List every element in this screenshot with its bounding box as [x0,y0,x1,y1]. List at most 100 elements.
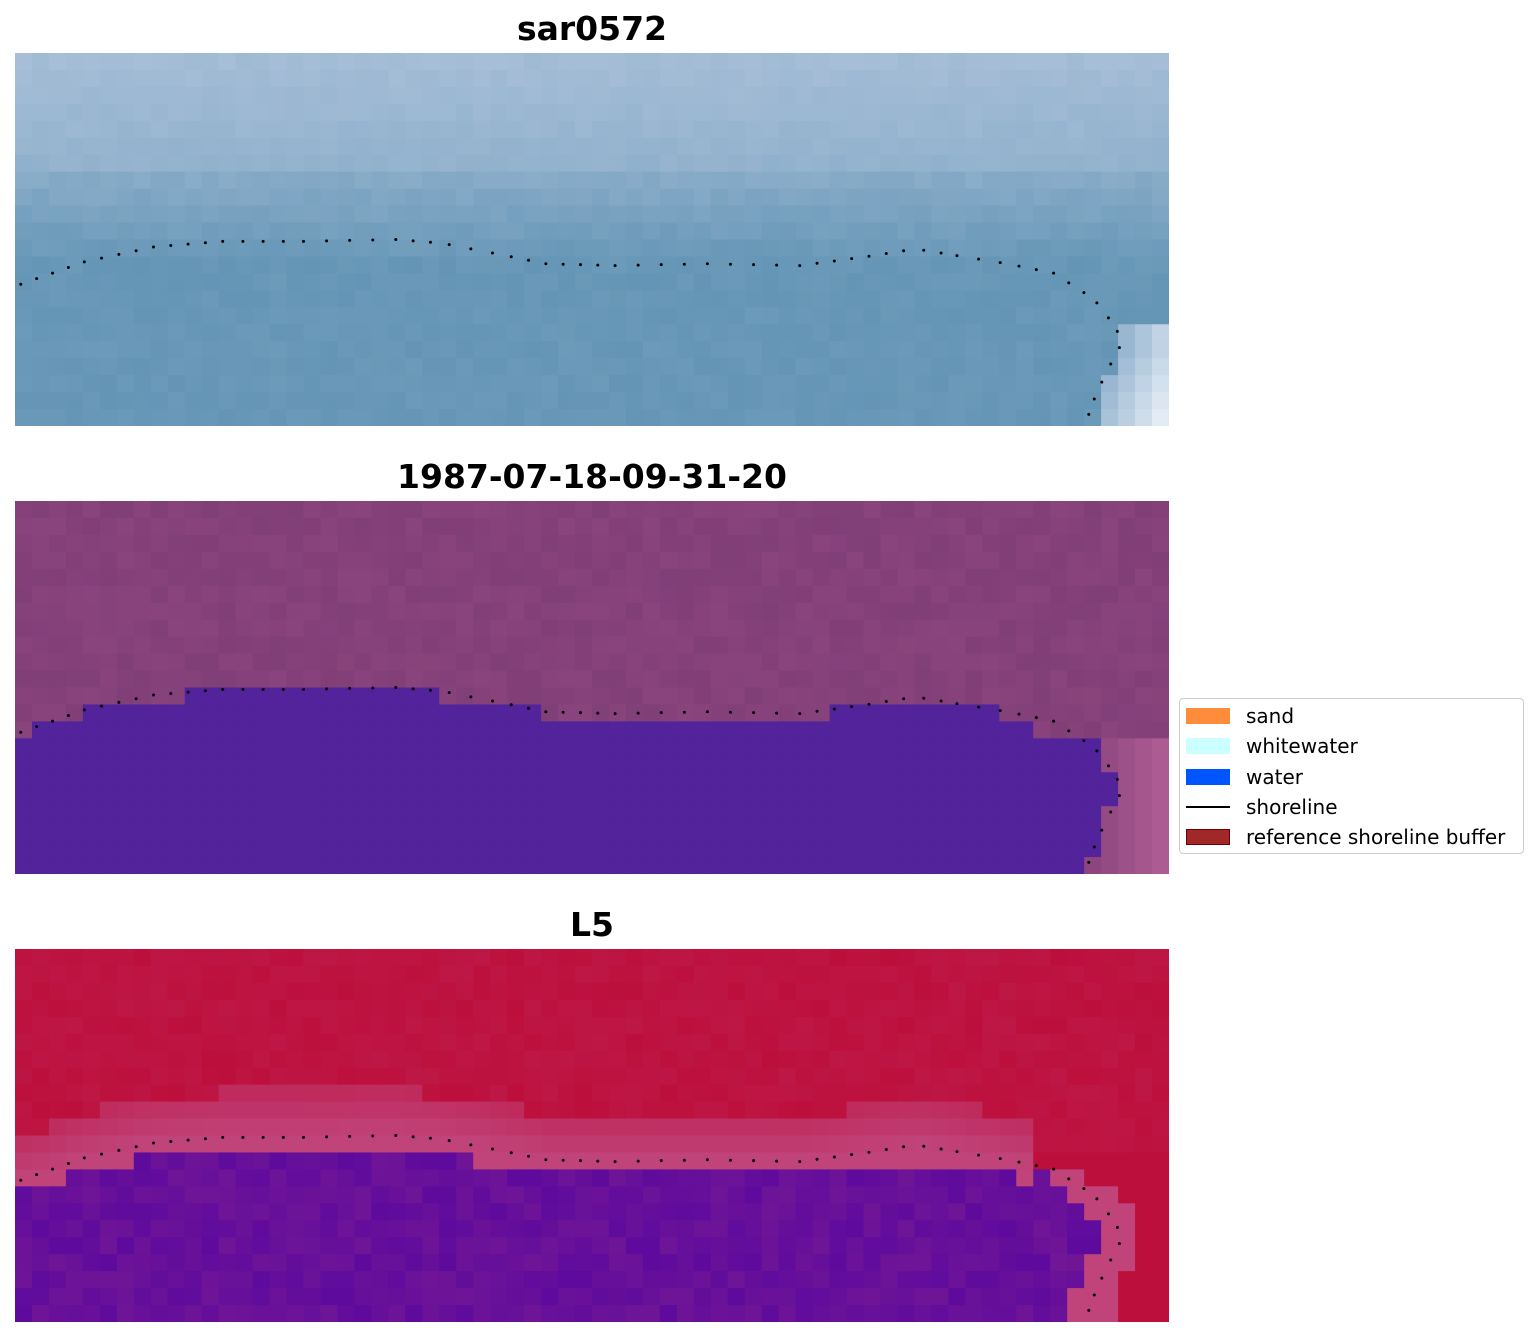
pixel-cell [1084,273,1102,291]
pixel-cell [812,307,831,325]
pixel-cell [1118,103,1136,122]
pixel-cell [456,517,474,536]
pixel-cell [1152,222,1169,241]
pixel-cell [354,823,372,841]
pixel-cell [116,687,135,706]
shoreline-point [447,691,451,695]
pixel-cell [337,789,356,807]
pixel-cell [541,517,559,536]
pixel-cell [48,1101,67,1120]
pixel-cell [1152,857,1169,874]
pixel-cell [184,687,203,706]
pixel-cell [490,137,508,156]
pixel-cell [133,341,152,359]
pixel-cell [320,324,339,342]
pixel-cell [1118,1050,1136,1069]
pixel-cell [1050,670,1068,689]
pixel-cell [303,341,322,359]
pixel-cell [65,375,84,393]
pixel-cell [388,738,406,756]
pixel-cell [15,1305,33,1322]
pixel-cell [625,501,644,519]
pixel-cell [354,188,372,207]
pixel-cell [846,687,865,706]
shoreline-point [815,709,819,713]
pixel-cell [439,324,457,342]
pixel-cell [625,1033,644,1052]
pixel-cell [507,840,525,858]
pixel-cell [252,653,271,672]
pixel-cell [592,823,610,841]
pixel-cell [337,619,356,638]
pixel-cell [15,69,33,88]
shoreline-point [1115,329,1119,333]
pixel-cell [625,789,644,807]
pixel-cell [65,755,84,773]
pixel-cell [693,1118,712,1137]
pixel-cell [812,653,831,672]
pixel-cell [320,1016,339,1035]
pixel-cell [1084,534,1102,553]
pixel-cell [218,1016,237,1035]
pixel-cell [507,653,525,672]
pixel-cell [337,1203,356,1221]
pixel-cell [303,965,322,984]
pixel-cell [829,1033,848,1052]
pixel-cell [354,69,372,88]
pixel-cell [1101,222,1119,241]
pixel-cell [235,409,254,426]
pixel-cell [931,103,949,122]
pixel-cell [320,1186,339,1204]
pixel-cell [388,1118,406,1137]
pixel-cell [761,392,780,410]
pixel-cell [65,965,84,984]
pixel-cell [133,171,152,190]
pixel-cell [744,1220,763,1238]
shoreline-point [939,251,943,255]
pixel-cell [439,568,457,587]
pixel-cell [880,375,899,393]
pixel-cell [710,120,729,139]
pixel-cell [422,1067,440,1086]
pixel-cell [371,551,389,570]
pixel-cell [354,704,372,723]
pixel-cell [235,1288,254,1306]
pixel-cell [337,256,356,275]
pixel-cell [65,273,84,291]
pixel-cell [1152,358,1169,376]
pixel-cell [439,789,457,807]
pixel-cell [82,687,101,706]
pixel-cell [948,1033,966,1052]
pixel-cell [1135,585,1153,604]
pixel-cell [1118,409,1136,426]
pixel-cell [337,1220,356,1238]
pixel-cell [218,1135,237,1154]
pixel-cell [795,409,814,426]
pixel-cell [473,517,491,536]
pixel-cell [727,53,746,71]
pixel-cell [863,290,882,308]
pixel-cell [999,1135,1017,1154]
pixel-cell [337,409,356,426]
pixel-cell [558,290,576,308]
pixel-cell [1101,823,1119,841]
pixel-cell [422,1186,440,1204]
pixel-cell [1050,602,1068,621]
pixel-cell [744,806,763,824]
pixel-cell [1118,999,1136,1018]
pixel-cell [795,1152,814,1171]
pixel-cell [456,999,474,1018]
pixel-cell [1084,1288,1102,1306]
pixel-cell [320,1084,339,1103]
pixel-cell [235,501,254,519]
pixel-cell [354,1118,372,1137]
pixel-cell [999,103,1017,122]
pixel-cell [575,772,593,790]
shoreline-point [66,265,70,269]
pixel-cell [201,551,220,570]
pixel-cell [235,392,254,410]
pixel-cell [133,1305,152,1322]
pixel-cell [863,1220,882,1238]
pixel-cell [880,222,899,241]
pixel-cell [99,1152,118,1171]
